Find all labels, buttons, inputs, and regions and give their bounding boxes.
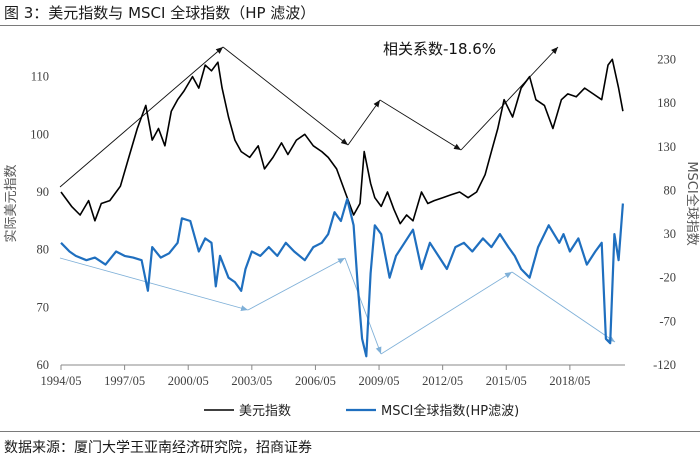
trend-arrow-black — [460, 46, 559, 151]
left-tick-label: 70 — [37, 300, 50, 314]
series-line-usd-index — [60, 58, 624, 225]
title-divider — [0, 25, 700, 26]
left-tick-label: 90 — [37, 185, 50, 199]
right-tick-label: 130 — [657, 140, 676, 154]
x-tick-label: 2018/05 — [549, 374, 590, 388]
trend-arrow-blue — [344, 257, 382, 355]
x-tick-label: 2006/05 — [295, 374, 336, 388]
left-tick-label: 80 — [37, 243, 50, 257]
x-tick-label: 1994/05 — [41, 374, 82, 388]
chart: 1994/05 1997/05 2000/05 2003/05 2006/05 2009/… — [4, 40, 700, 419]
x-tick-label: 2015/05 — [486, 374, 527, 388]
right-tick-label: 180 — [657, 96, 676, 110]
source-note: 数据来源：厦门大学王亚南经济研究院，招商证券 — [4, 440, 312, 456]
x-tick-label: 2003/05 — [231, 374, 272, 388]
left-tick-label: 60 — [37, 358, 50, 372]
legend-label: 美元指数 — [239, 404, 291, 419]
trend-arrow-blue — [59, 257, 249, 312]
correlation-annotation: 相关系数-18.6% — [383, 40, 496, 58]
right-tick-label: 80 — [664, 183, 677, 197]
series-line-msci-world — [60, 198, 624, 358]
x-tick-label: 1997/05 — [104, 374, 145, 388]
figure-title: 图 3：美元指数与 MSCI 全球指数（HP 滤波） — [4, 4, 316, 22]
left-tick-label: 100 — [30, 127, 49, 141]
legend-label: MSCI全球指数(HP滤波) — [381, 403, 519, 419]
x-tick-label: 2012/05 — [422, 374, 463, 388]
left-tick-label: 110 — [31, 70, 49, 84]
right-tick-label: 30 — [664, 227, 677, 241]
trend-arrow-black — [222, 46, 349, 146]
legend-item-usd-index: 美元指数 — [204, 404, 291, 419]
source-divider — [0, 431, 700, 432]
right-tick-label: -20 — [659, 271, 676, 285]
right-tick-label: -70 — [659, 314, 676, 328]
trend-arrow-blue — [511, 271, 616, 343]
right-tick-label: 230 — [657, 52, 676, 66]
right-axis-title: MSCI全球指数 — [684, 161, 700, 245]
legend-item-msci-world: MSCI全球指数(HP滤波) — [346, 403, 519, 419]
trend-arrow-black — [347, 99, 381, 146]
right-tick-label: -120 — [653, 358, 676, 372]
x-tick-label: 2000/05 — [168, 374, 209, 388]
trend-arrow-blue — [380, 271, 513, 355]
trend-arrows — [59, 46, 616, 355]
x-tick-label: 2009/05 — [359, 374, 400, 388]
trend-arrow-black — [379, 99, 462, 151]
trend-arrow-blue — [247, 257, 346, 311]
left-axis-title: 实际美元指数 — [4, 164, 19, 242]
